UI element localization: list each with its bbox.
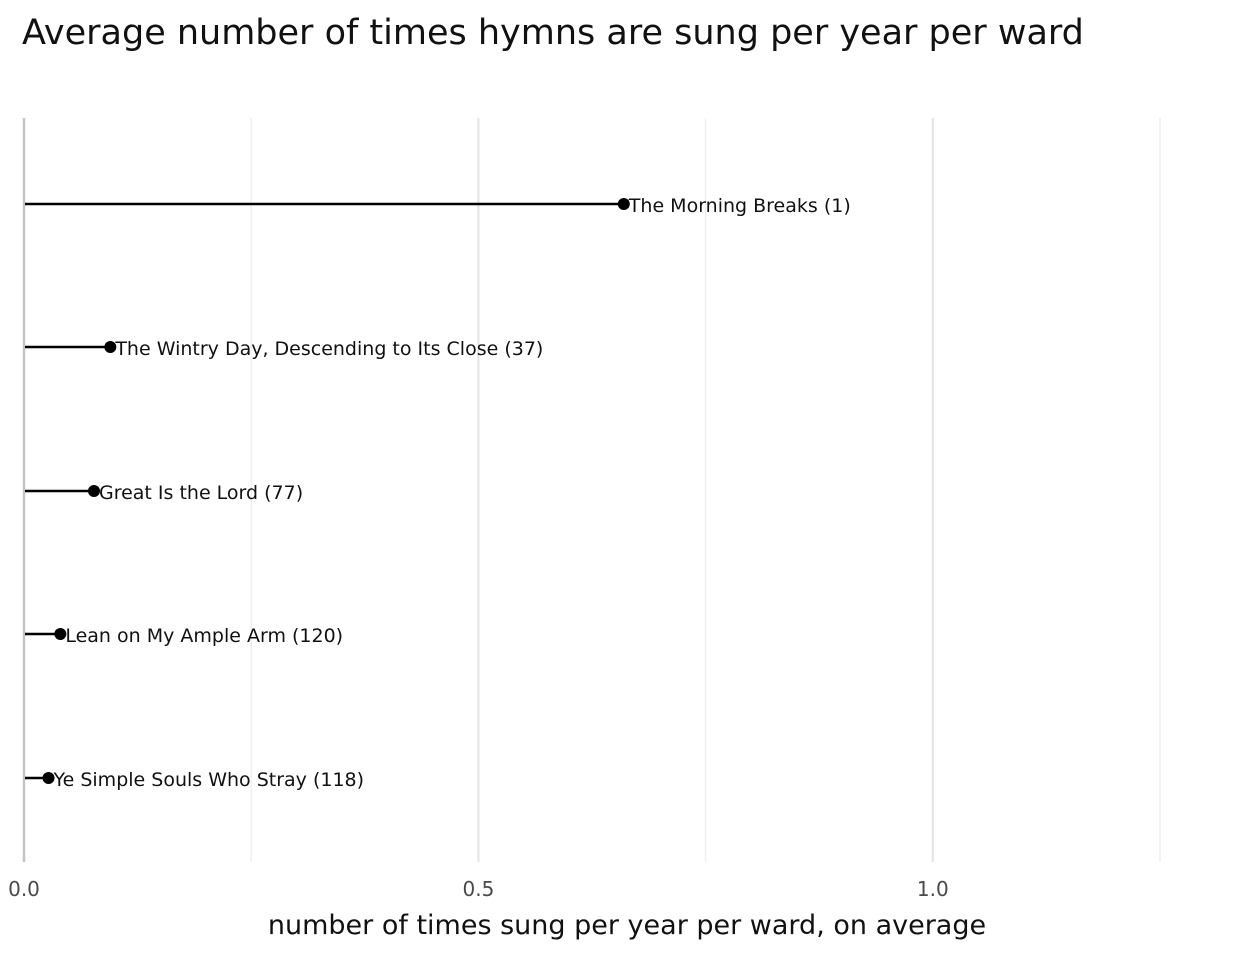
chart-title: Average number of times hymns are sung p… (22, 13, 1084, 53)
data-point-0 (617, 198, 630, 210)
point-label-4: Ye Simple Souls Who Stray (118) (53, 769, 365, 791)
point-label-3: Lean on My Ample Arm (120) (65, 625, 343, 647)
data-point-1 (104, 341, 117, 353)
data-marks: The Morning Breaks (1) The Wintry Day, De… (25, 195, 851, 791)
point-label-2: Great Is the Lord (77) (99, 482, 303, 504)
x-axis-ticks: 0.0 0.5 1.0 (8, 877, 949, 901)
point-label-0: The Morning Breaks (1) (628, 195, 851, 217)
data-point-4 (42, 772, 55, 784)
data-point-2 (87, 485, 100, 497)
x-tick-label-2: 1.0 (917, 877, 949, 901)
data-point-3 (54, 628, 67, 640)
point-label-1: The Wintry Day, Descending to Its Close … (114, 338, 543, 360)
x-tick-label-0: 0.0 (8, 877, 40, 901)
gridlines (250, 118, 1161, 862)
x-tick-label-1: 0.5 (462, 877, 494, 901)
x-axis-title: number of times sung per year per ward, … (268, 910, 986, 941)
